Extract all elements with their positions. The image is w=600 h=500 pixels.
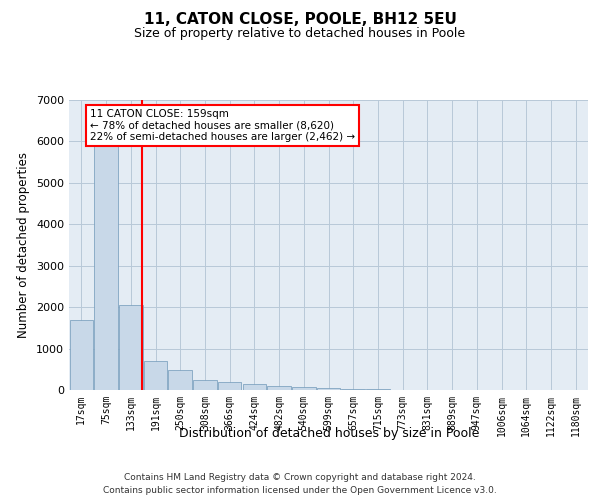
Bar xyxy=(317,388,340,390)
Y-axis label: Number of detached properties: Number of detached properties xyxy=(17,152,31,338)
Bar xyxy=(193,380,217,390)
Text: Size of property relative to detached houses in Poole: Size of property relative to detached ho… xyxy=(134,28,466,40)
Bar xyxy=(268,386,291,390)
Bar xyxy=(218,382,241,390)
Text: Contains public sector information licensed under the Open Government Licence v3: Contains public sector information licen… xyxy=(103,486,497,495)
Text: Distribution of detached houses by size in Poole: Distribution of detached houses by size … xyxy=(179,428,479,440)
Bar xyxy=(341,389,365,390)
Bar xyxy=(169,370,192,390)
Bar xyxy=(94,146,118,390)
Text: Contains HM Land Registry data © Crown copyright and database right 2024.: Contains HM Land Registry data © Crown c… xyxy=(124,472,476,482)
Bar xyxy=(242,384,266,390)
Bar xyxy=(144,361,167,390)
Bar xyxy=(292,387,316,390)
Text: 11 CATON CLOSE: 159sqm
← 78% of detached houses are smaller (8,620)
22% of semi-: 11 CATON CLOSE: 159sqm ← 78% of detached… xyxy=(90,108,355,142)
Bar xyxy=(119,305,143,390)
Bar xyxy=(70,320,93,390)
Text: 11, CATON CLOSE, POOLE, BH12 5EU: 11, CATON CLOSE, POOLE, BH12 5EU xyxy=(143,12,457,28)
